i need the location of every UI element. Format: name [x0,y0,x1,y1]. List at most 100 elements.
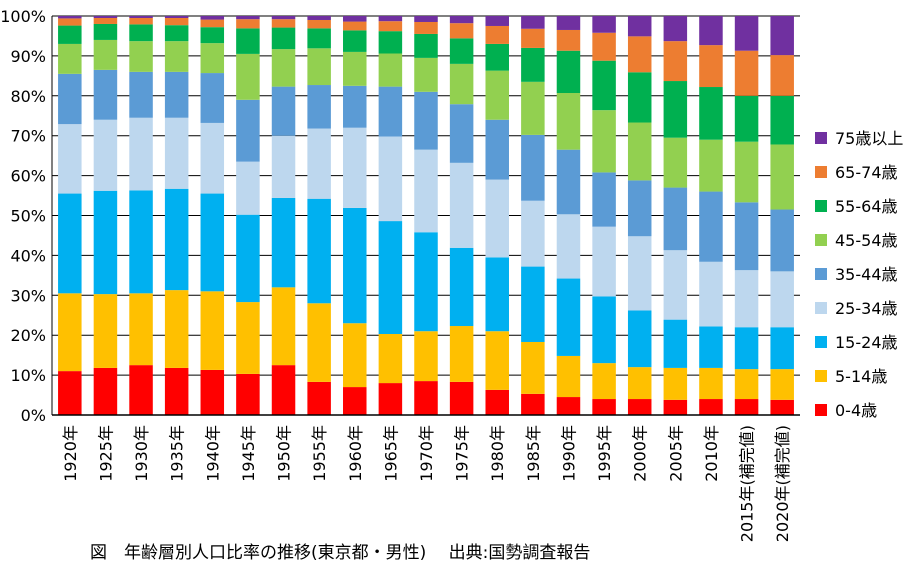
legend-swatch [815,234,827,246]
bar-segment-0-4歳 [58,371,82,415]
bar-segment-65-74歳 [307,19,331,29]
bar-segment-5-14歳 [592,363,616,400]
bar-segment-15-24歳 [699,326,723,368]
bar-segment-25-34歳 [307,128,331,199]
bar-segment-55-64歳 [521,47,545,82]
bar-segment-5-14歳 [485,331,509,390]
bar-segment-35-44歳 [485,119,509,180]
legend-label: 55-64歳 [835,197,898,216]
bar-segment-55-64歳 [485,43,509,71]
bar-segment-5-14歳 [58,293,82,372]
bar-segment-65-74歳 [521,28,545,48]
x-tick-label: 2000年 [631,425,650,482]
bar-segment-5-14歳 [627,367,652,400]
bar-segment-45-54歳 [236,53,260,100]
y-tick-label: 80% [10,87,46,106]
y-tick-label: 10% [10,366,46,385]
bar-segment-75歳以上 [58,16,82,19]
bar-segment-75歳以上 [592,16,616,33]
bar-segment-5-14歳 [414,331,438,382]
y-tick-label: 30% [10,286,46,305]
x-tick-label: 1985年 [524,425,543,482]
bar-segment-25-34歳 [129,117,153,191]
bar-segment-0-4歳 [129,365,153,415]
bar-segment-15-24歳 [521,266,545,342]
y-tick-label: 60% [10,167,46,186]
bar-segment-25-34歳 [485,179,509,258]
legend-label: 15-24歳 [835,333,898,352]
bar-segment-15-24歳 [200,193,225,292]
bar-segment-25-34歳 [343,127,367,208]
bar-segment-25-34歳 [770,271,794,328]
bar-segment-65-74歳 [699,45,723,88]
x-tick-label: 1920年 [61,425,80,482]
legend-label: 25-34歳 [835,299,898,318]
bar-segment-35-44歳 [592,172,616,227]
bar-segment-25-34歳 [236,161,260,215]
bar-segment-35-44歳 [663,187,688,251]
bar-segment-15-24歳 [164,188,189,291]
bar-segment-35-44歳 [521,134,545,201]
x-tick-label: 2020年(補完値) [773,425,792,542]
bar-segment-0-4歳 [307,381,331,415]
bar-segment-45-54歳 [699,139,723,192]
bar-segment-25-34歳 [663,250,688,320]
bar-segment-75歳以上 [770,16,794,56]
bar-segment-75歳以上 [521,16,545,29]
bar-segment-5-14歳 [556,355,581,398]
bar-segment-75歳以上 [271,16,296,20]
bar-segment-45-54歳 [378,53,403,87]
bar-segment-55-64歳 [414,33,438,58]
x-tick-label: 1930年 [132,425,151,482]
y-tick-label: 20% [10,326,46,345]
bar-segment-55-64歳 [378,31,403,54]
x-tick-label: 1970年 [417,425,436,482]
bar-segment-65-74歳 [236,19,260,29]
x-tick-label: 1955年 [310,425,329,482]
bar-segment-35-44歳 [164,71,189,118]
bar-segment-15-24歳 [627,310,652,368]
bar-segment-75歳以上 [449,16,474,24]
bar-segment-45-54歳 [521,81,545,135]
bar-segment-55-64歳 [58,25,82,44]
bar-segment-45-54歳 [58,43,82,74]
bar-segment-35-44歳 [556,149,581,215]
legend-swatch [815,200,827,212]
legend-swatch [815,302,827,314]
bar-segment-55-64歳 [164,25,189,42]
bar-segment-65-74歳 [129,17,153,25]
bar-segment-45-54歳 [164,41,189,72]
bars [58,16,794,415]
bar-segment-35-44歳 [200,73,225,123]
bar-segment-15-24歳 [449,247,474,327]
bar-segment-65-74歳 [58,18,82,26]
bar-segment-0-4歳 [770,399,794,415]
legend-swatch [815,166,827,178]
y-tick-label: 0% [21,406,46,425]
bar-segment-25-34歳 [414,149,438,233]
bar-segment-0-4歳 [164,367,189,415]
bar-segment-15-24歳 [663,319,688,368]
x-tick-label: 1945年 [239,425,258,482]
bar-segment-15-24歳 [129,190,153,294]
bar-segment-65-74歳 [770,55,794,96]
axes [51,16,800,416]
bar-segment-55-64歳 [236,28,260,54]
bar-segment-65-74歳 [556,29,581,51]
bar-segment-15-24歳 [343,207,367,324]
bar-segment-75歳以上 [556,16,581,30]
bar-segment-55-64歳 [663,81,688,138]
bar-segment-5-14歳 [449,326,474,382]
bar-segment-15-24歳 [307,198,331,304]
bar-segment-25-34歳 [200,122,225,194]
bar-segment-55-64歳 [734,95,759,142]
x-tick-label: 1975年 [453,425,472,482]
bar-segment-45-54歳 [129,41,153,72]
bar-segment-75歳以上 [663,16,688,42]
bar-segment-75歳以上 [414,16,438,22]
bar-segment-15-24歳 [271,197,296,288]
legend-label: 65-74歳 [835,163,898,182]
bar-segment-45-54歳 [770,144,794,210]
bar-segment-25-34歳 [627,236,652,311]
